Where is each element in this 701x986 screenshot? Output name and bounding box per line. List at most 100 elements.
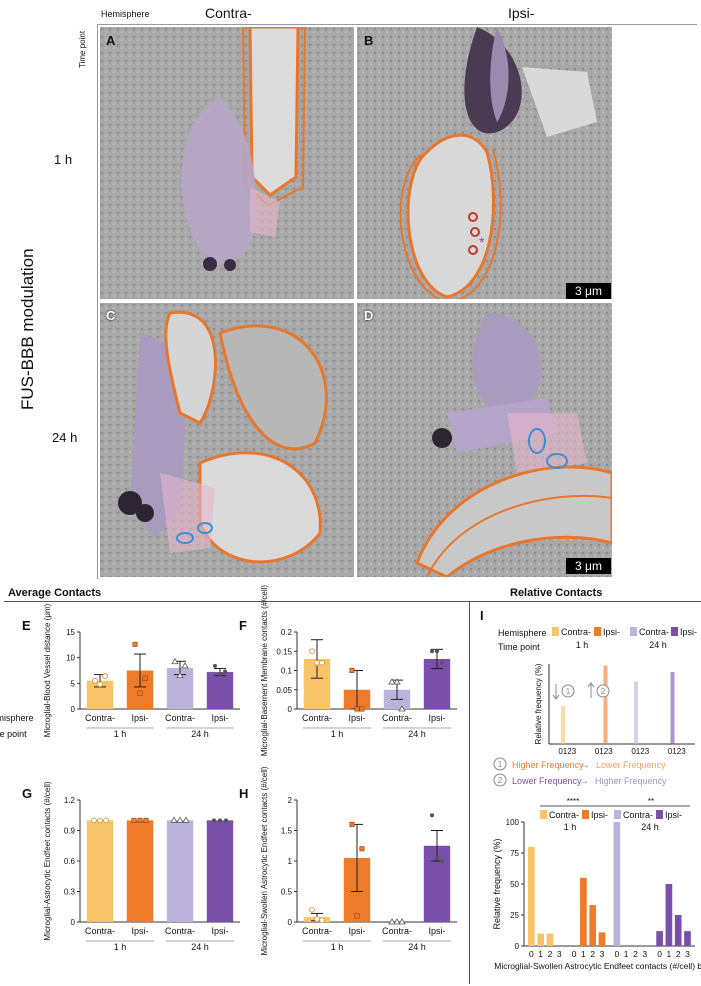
y-tick-label: 0.2: [281, 628, 293, 637]
y-tick-label: 0: [288, 705, 293, 714]
x-tick-label: Contra-: [165, 713, 195, 723]
legend-arrow: →: [579, 776, 589, 787]
x-timepoint-label: 1 h: [114, 729, 127, 739]
hist-y-tick-label: 50: [510, 880, 519, 889]
relative-divider: [469, 601, 470, 984]
data-point: [349, 821, 355, 827]
y-tick-label: 0.6: [64, 857, 76, 866]
legend-tp-label: 1 h: [576, 640, 589, 650]
data-point: [131, 817, 137, 823]
circled-number-1-text: 1: [566, 687, 571, 696]
data-point: [314, 916, 320, 922]
y-axis-label: Microglial-Blood Vessel distance (μm): [43, 603, 52, 737]
section-divider: [4, 601, 701, 602]
bar: [86, 820, 114, 922]
data-point: [176, 816, 184, 823]
data-point: [181, 662, 189, 669]
x-timepoint-label: 1 h: [331, 942, 344, 952]
data-point: [92, 677, 98, 684]
legend-label: Contra-: [561, 627, 591, 637]
y-tick-label: 1.2: [64, 796, 76, 805]
y-tick-label: 0.1: [281, 667, 293, 676]
data-point: [176, 671, 184, 679]
x-tick-label: Ipsi-: [131, 713, 148, 723]
timepoint-24h-label: 24 h: [52, 430, 78, 445]
hist-bar: [674, 915, 682, 946]
hist-bin-label: 0: [657, 949, 662, 959]
average-contacts-title: Average Contacts: [8, 587, 102, 599]
em-panel-d: [357, 303, 612, 577]
y-tick-label: 10: [66, 654, 75, 663]
panel-label-e: E: [22, 618, 31, 633]
data-point: [218, 672, 222, 677]
data-point: [435, 855, 439, 860]
header-divider: [98, 24, 697, 25]
data-point: [218, 818, 222, 823]
left-divider: [97, 24, 98, 579]
data-point: [223, 669, 227, 674]
y-axis-label: Microglial-Basement Membrane contacts (#…: [260, 585, 269, 757]
data-point: [309, 648, 315, 655]
mini-bar: [603, 665, 608, 744]
hist-y-tick-label: 100: [506, 818, 520, 827]
bar: [206, 672, 234, 709]
mini-bar: [634, 681, 638, 744]
x-tick-label: Contra-: [302, 926, 332, 936]
hist-legend-swatch: [614, 810, 621, 819]
mini-x-tick: 0123: [668, 747, 686, 756]
hist-bar: [665, 884, 673, 946]
y-tick-label: 0.15: [276, 647, 292, 656]
hist-y-tick-label: 75: [510, 849, 519, 858]
hist-bar: [589, 905, 597, 946]
hist-bar: [598, 932, 606, 946]
em-image-b: *: [357, 27, 612, 299]
data-point: [440, 859, 444, 863]
data-point: [137, 690, 143, 696]
x-timepoint-label: 24 h: [408, 942, 426, 952]
data-point: [393, 918, 401, 925]
hemisphere-header-label: Hemisphere: [101, 9, 150, 19]
hist-y-tick-label: 25: [510, 911, 519, 920]
hist-bar: [684, 931, 691, 946]
data-point: [314, 659, 320, 666]
x-tick-label: Contra-: [382, 713, 412, 723]
mini-x-tick: 0123: [595, 747, 613, 756]
hist-legend-swatch: [540, 810, 547, 819]
x-tick-label: Ipsi-: [131, 926, 148, 936]
x-tick-label: Contra-: [85, 713, 115, 723]
data-point: [137, 817, 143, 823]
data-point: [354, 913, 360, 919]
legend-higher-freq: Higher Frequency: [512, 760, 584, 770]
y-tick-label: 0.05: [276, 686, 292, 695]
x-tick-label: Ipsi-: [211, 713, 228, 723]
hist-legend-label: Ipsi-: [665, 810, 682, 820]
data-point: [97, 817, 103, 824]
bar: [126, 820, 154, 922]
hist-y-label: Relative frequency (%): [492, 838, 502, 929]
em-image-a: [100, 27, 354, 299]
significance-stars: **: [648, 797, 654, 806]
data-point: [398, 918, 406, 925]
data-point: [440, 660, 444, 665]
hist-y-tick-label: 0: [515, 942, 520, 951]
x-timepoint-label: 1 h: [331, 729, 344, 739]
data-point: [102, 673, 108, 679]
legend-circle-1-text: 1: [498, 760, 503, 769]
y-tick-label: 0.3: [64, 888, 76, 897]
x-tick-label: Contra-: [302, 713, 332, 723]
mini-y-label: Relative frequency (%): [534, 663, 543, 744]
data-point: [213, 663, 217, 668]
legend-swatch: [552, 627, 559, 636]
bar: [206, 820, 234, 922]
em-panel-b: *: [357, 27, 612, 299]
mini-x-tick: 0123: [631, 747, 649, 756]
hist-tp-label: 1 h: [564, 822, 577, 832]
circled-number-1: [561, 684, 575, 698]
x-tick-label: Contra-: [165, 926, 195, 936]
legend-swatch: [630, 627, 637, 636]
data-point: [143, 817, 149, 823]
x-tick-label: Ipsi-: [428, 926, 445, 936]
row-label-hemisphere: Hemisphere: [0, 713, 34, 723]
data-point: [319, 917, 325, 924]
hist-bin-label: 1: [581, 949, 586, 959]
